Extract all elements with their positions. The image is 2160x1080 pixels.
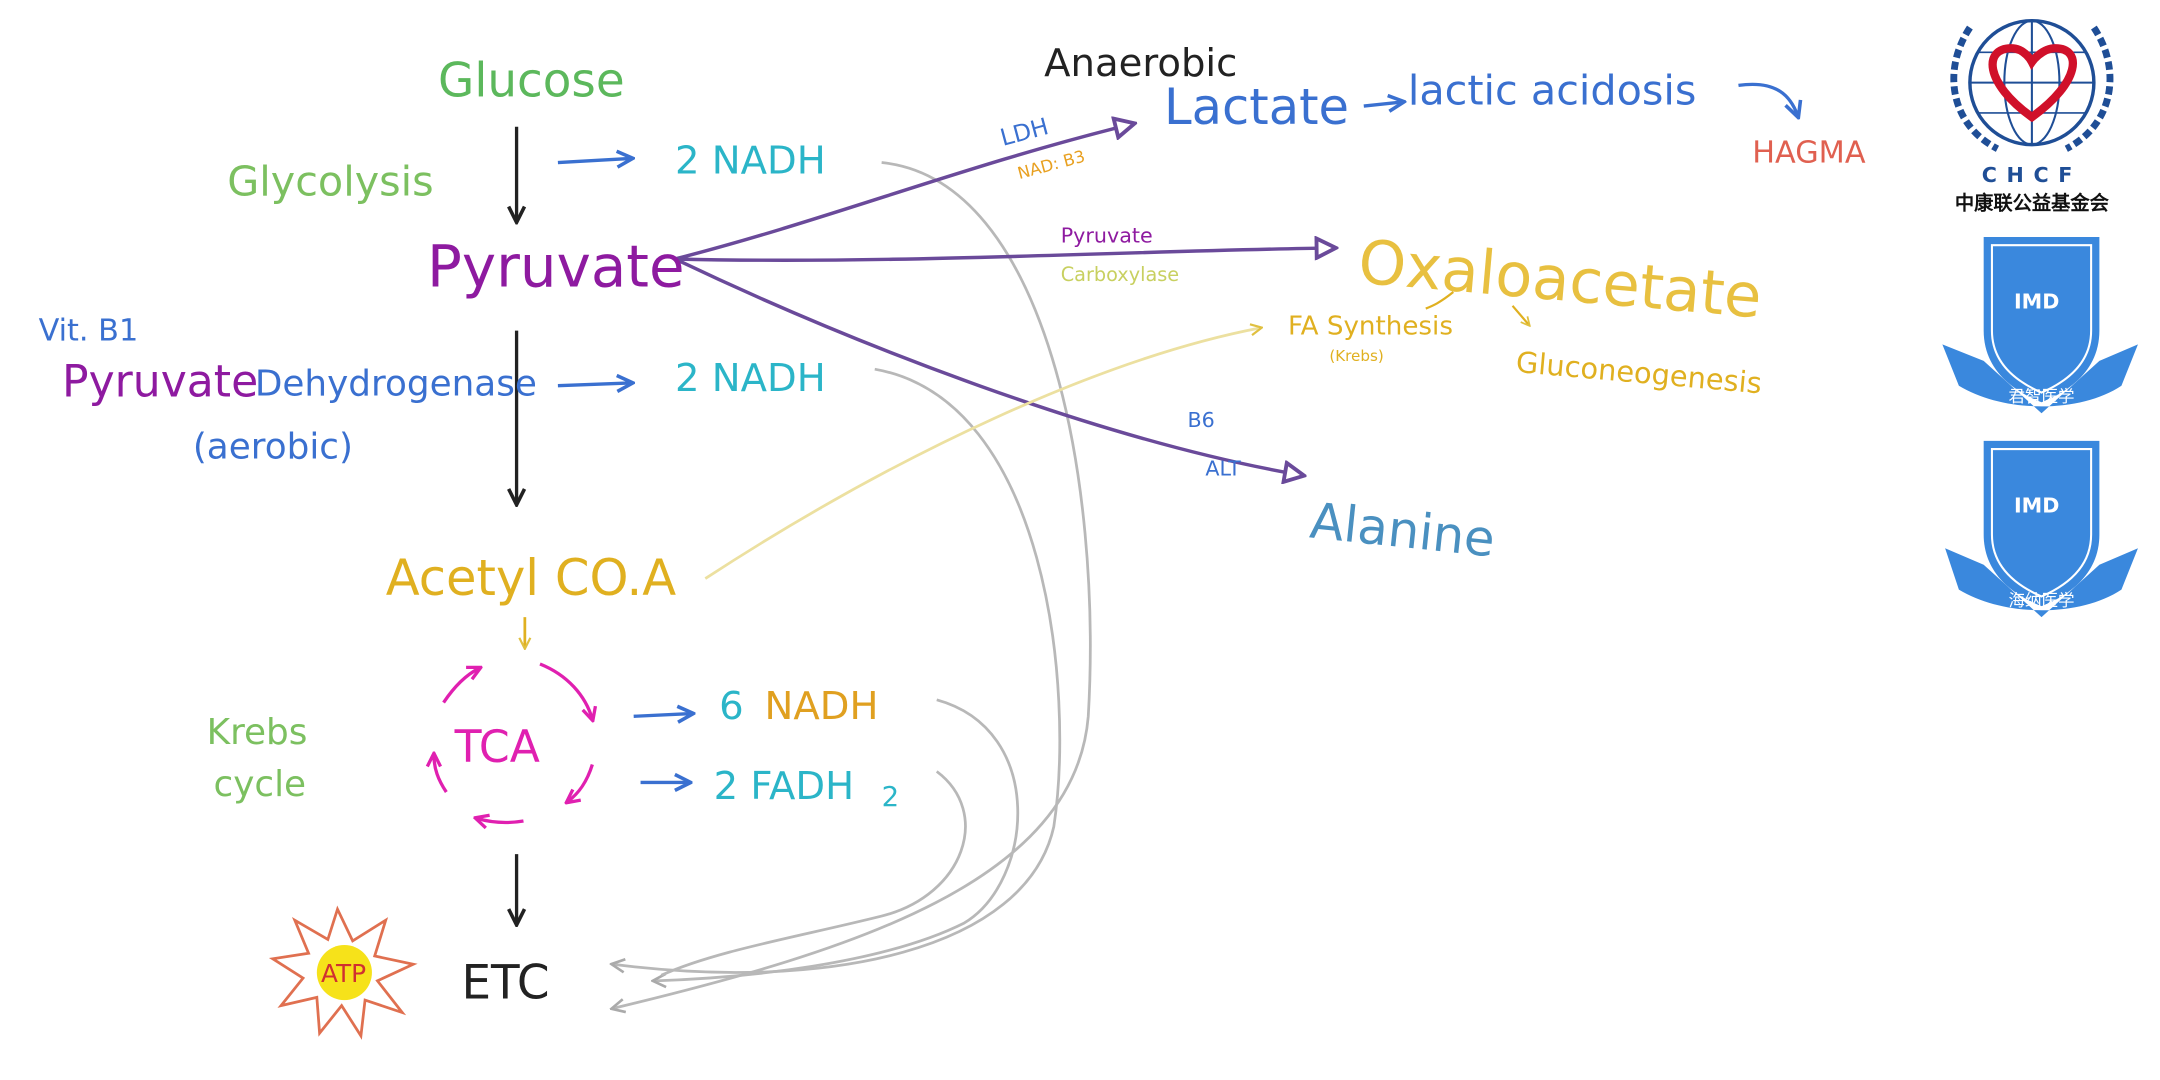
arrow-acidosis-hagma [1738,82,1797,115]
pyruvate-branches [674,124,1333,475]
label-acetyl-coa: Acetyl CO.A [386,549,677,607]
heart-icon [1988,44,2077,123]
label-gluconeogenesis: Gluconeogenesis [1515,345,1764,400]
arrow-to-lactate [674,124,1132,261]
arrow-acetyl-to-fa [704,328,1260,580]
label-glycolysis-nadh: 2 NADH [675,139,826,184]
label-lactate: Lactate [1164,78,1349,136]
label-pyruvate: Pyruvate [427,233,685,301]
label-b6: B6 [1187,408,1214,432]
curve-pdh-nadh [613,367,1062,974]
laurel-left-icon [1950,25,2000,152]
label-lactic-acidosis: lactic acidosis [1408,67,1697,115]
arrow-to-oxaloacetate [674,248,1333,262]
label-alanine: Alanine [1307,491,1497,568]
label-aerobic: (aerobic) [193,427,353,468]
label-etc: ETC [461,957,549,1011]
label-tca-nadh-count: 6 [719,684,744,729]
label-pdh-dehydrogenase: Dehydrogenase [255,363,537,404]
chcf-chinese-name: 中康联公益基金会 [1955,191,2110,214]
arrow-to-alanine [674,257,1302,475]
label-alt: ALT [1205,456,1241,480]
label-fadh2: 2 FADH [714,764,855,809]
imd-logo-haina: IMD 海纳医学 [1945,440,2138,618]
chcf-name: CHCF [1982,163,2082,187]
label-vit-b1: Vit. B1 [39,313,139,348]
arrow-glycolysis-nadh [557,158,631,162]
svg-text:海纳医学: 海纳医学 [2008,591,2074,610]
svg-text:君智医学: 君智医学 [2008,387,2074,406]
label-hagma: HAGMA [1752,136,1866,171]
label-atp: ATP [321,959,366,988]
arrow-pdh-nadh [557,383,631,386]
curve-fadh2 [660,770,967,977]
chcf-logo: CHCF 中康联公益基金会 [1950,18,2114,214]
label-ldh: LDH [997,112,1051,152]
label-krebs: Krebs [207,712,308,753]
label-pdh-pyruvate: Pyruvate [62,357,258,408]
tca-cycle-arrows [434,662,592,822]
arrow-lactate-acidosis [1363,102,1403,106]
label-glucose: Glucose [438,54,625,108]
label-tca-nadh: NADH [765,684,879,729]
label-pc-pyruvate: Pyruvate [1061,223,1153,247]
label-anaerobic: Anaerobic [1044,41,1237,86]
label-pc-carboxylase: Carboxylase [1061,263,1179,286]
laurel-right-icon [2064,25,2114,152]
curve-glycolysis-nadh [613,161,1092,1009]
atp-starburst [268,905,418,1040]
arrow-tca-nadh [633,714,692,717]
electron-transfer-curves [613,161,1092,1009]
svg-text:IMD: IMD [2014,290,2059,314]
label-cycle: cycle [214,764,307,805]
label-pdh-nadh: 2 NADH [675,356,826,401]
label-tca: TCA [454,722,540,773]
label-fadh2-subscript: 2 [882,781,900,813]
arrow-oaa-fa [1425,291,1455,310]
label-fa-krebs: (Krebs) [1329,347,1383,365]
imd-logo-junzhi: IMD 君智医学 [1942,236,2138,414]
curve-tca-nadh [654,698,1020,981]
label-fa-synthesis: FA Synthesis [1288,312,1453,342]
label-glycolysis: Glycolysis [227,158,433,206]
nadh-arrows [557,82,1798,782]
svg-text:IMD: IMD [2014,493,2059,517]
arrow-fa-gluco [1511,305,1530,325]
